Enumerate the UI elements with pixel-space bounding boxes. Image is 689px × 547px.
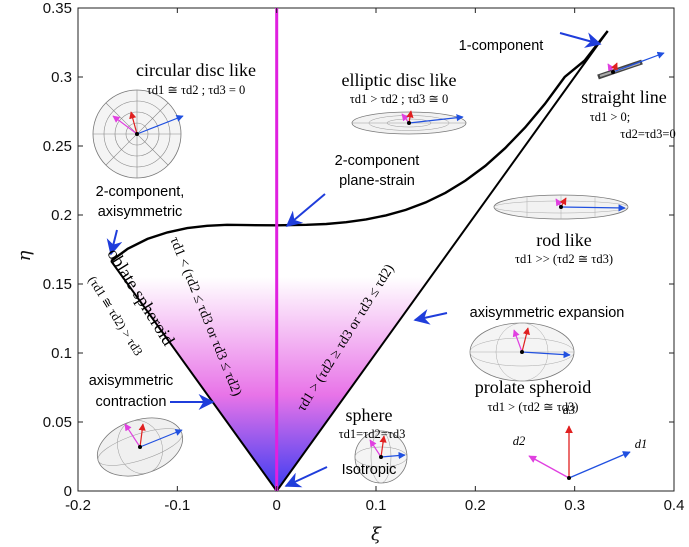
- x-tick-label: -0.1: [164, 497, 190, 514]
- label-straight-line: straight line: [581, 87, 666, 107]
- cond-elliptic-disc: τd1 > τd2 ; τd3 ≅ 0: [350, 92, 449, 106]
- arrow-one-component: [559, 32, 602, 48]
- label-2comp-plane-strain-1: 2-component: [335, 153, 420, 169]
- principal-axes-legend: [528, 425, 631, 480]
- label-axisym-contraction-1: axisymmetric: [89, 373, 174, 389]
- cond-sphere: τd1=τd2=τd3: [339, 427, 406, 441]
- label-d3: d3: [563, 403, 576, 417]
- y-tick-label: 0.15: [43, 276, 72, 293]
- elliptic-disc-illustration: [351, 110, 467, 135]
- label-rod-like: rod like: [536, 230, 592, 250]
- label-axisym-contraction-2: contraction: [96, 394, 167, 410]
- sphere-illustration: [354, 430, 408, 484]
- label-prolate: prolate spheroid: [475, 377, 591, 397]
- x-tick-label: 0: [272, 497, 280, 514]
- y-axis-label: η: [14, 250, 35, 261]
- circular-disc-illustration: [92, 89, 184, 179]
- arrow-plane-strain: [285, 193, 326, 228]
- cond-rod-like: τd1 >> (τd2 ≅ τd3): [515, 252, 613, 266]
- y-tick-label: 0: [64, 483, 72, 500]
- label-2comp-axisym-1: 2-component,: [96, 184, 185, 200]
- cond-straight-line-1: τd1 > 0;: [590, 110, 631, 124]
- oblate-spheroid-illustration: [96, 417, 184, 477]
- right-edge-line: [275, 30, 609, 492]
- y-tick-label: 0.2: [51, 207, 72, 224]
- left-edge-line: [110, 260, 278, 492]
- arrow-axisymmetric-2comp: [106, 229, 123, 256]
- y-tick-label: 0.35: [43, 0, 72, 17]
- x-axis-label: ξ: [371, 524, 382, 545]
- straight-line-illustration: [597, 51, 665, 80]
- rod-like-illustration: [493, 194, 629, 220]
- y-tick-label: 0.3: [51, 69, 72, 86]
- x-tick-label: 0.2: [465, 497, 486, 514]
- x-axis-ticks: -0.2 -0.1 0 0.1 0.2 0.3 0.4: [65, 8, 684, 514]
- label-isotropic: Isotropic: [342, 462, 397, 478]
- x-tick-label: 0.3: [564, 497, 585, 514]
- label-d1: d1: [635, 437, 648, 451]
- cond-straight-line-2: τd2=τd3=0: [620, 127, 675, 141]
- cond-circular-disc: τd1 ≅ τd2 ; τd3 = 0: [147, 83, 246, 97]
- y-tick-label: 0.25: [43, 138, 72, 155]
- y-axis-ticks: 0 0.05 0.1 0.15 0.2 0.25 0.3 0.35: [43, 0, 674, 500]
- label-axisym-expansion: axisymmetric expansion: [470, 305, 625, 321]
- label-sphere: sphere: [346, 405, 393, 425]
- x-tick-label: 0.4: [664, 497, 685, 514]
- y-tick-label: 0.05: [43, 414, 72, 431]
- label-circular-disc: circular disc like: [136, 60, 256, 80]
- cond-prolate: τd1 > (τd2 ≅ τd3): [488, 400, 579, 414]
- label-d2: d2: [513, 434, 526, 448]
- y-tick-label: 0.1: [51, 345, 72, 362]
- arrow-axisym-expansion: [413, 309, 448, 325]
- label-one-component: 1-component: [459, 38, 544, 54]
- label-2comp-plane-strain-2: plane-strain: [339, 173, 415, 189]
- label-elliptic-disc: elliptic disc like: [342, 70, 457, 90]
- prolate-spheroid-illustration: [469, 322, 575, 382]
- arrow-isotropic: [284, 466, 328, 488]
- label-2comp-axisym-2: axisymmetric: [98, 204, 183, 220]
- x-tick-label: 0.1: [366, 497, 387, 514]
- two-component-curve: [110, 30, 609, 262]
- x-tick-label: -0.2: [65, 497, 91, 514]
